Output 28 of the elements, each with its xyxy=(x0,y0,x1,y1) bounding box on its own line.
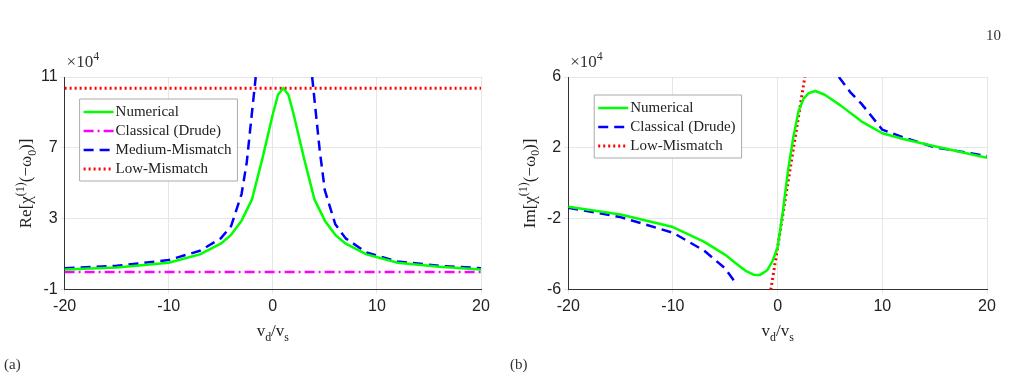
y-tick-label: -6 xyxy=(546,280,562,298)
text: 10 xyxy=(986,26,1001,43)
x-tick-label: 10 xyxy=(368,296,386,314)
x-tick-label: -10 xyxy=(661,296,685,314)
x-tick-label: 0 xyxy=(773,296,783,314)
x-tick-label: 0 xyxy=(268,296,278,314)
text: (a) xyxy=(4,355,21,373)
x-tick-label: -20 xyxy=(53,296,77,314)
y-tick-label: 7 xyxy=(48,138,58,156)
x-tick-label: 10 xyxy=(873,296,892,314)
y-tick-label: 3 xyxy=(48,209,58,227)
x-tick-label: 20 xyxy=(472,296,490,314)
legend-label: Classical (Drude) xyxy=(115,121,221,139)
legend-label: Medium-Mismatch xyxy=(115,140,232,157)
x-tick-label: -10 xyxy=(157,296,181,314)
y-tick-label: 11 xyxy=(41,67,58,85)
text: (b) xyxy=(510,355,528,373)
x-tick-label: -20 xyxy=(556,296,580,314)
legend-label: Numerical xyxy=(115,102,179,119)
x-tick-label: 20 xyxy=(978,296,996,314)
legend-label: Classical (Drude) xyxy=(630,117,736,135)
legend-label: Low-Mismatch xyxy=(115,159,209,176)
legend-label: Numerical xyxy=(630,98,694,115)
legend-label: Low-Mismatch xyxy=(630,136,724,153)
y-tick-label: 2 xyxy=(552,138,562,156)
y-tick-label: 6 xyxy=(552,67,562,85)
y-tick-label: -1 xyxy=(43,280,58,298)
y-tick-label: -2 xyxy=(546,209,562,227)
